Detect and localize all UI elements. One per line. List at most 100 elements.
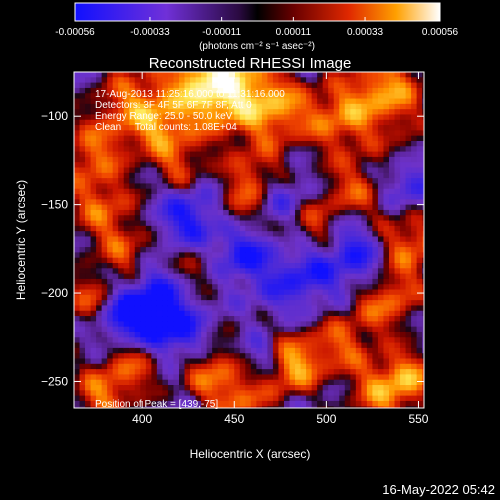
heatmap-cell xyxy=(284,363,291,370)
heatmap-cell xyxy=(267,236,274,243)
heatmap-cell xyxy=(272,178,280,185)
heatmap-cell xyxy=(96,119,103,126)
heatmap-cell xyxy=(317,406,324,408)
heatmap-cell xyxy=(256,162,263,169)
heatmap-cell xyxy=(361,82,368,89)
heatmap-cell xyxy=(101,77,108,84)
heatmap-cell xyxy=(306,358,313,365)
heatmap-cell xyxy=(322,241,329,248)
heatmap-cell xyxy=(179,236,186,243)
heatmap-cell xyxy=(206,252,213,259)
heatmap-cell xyxy=(195,262,202,269)
heatmap-cell xyxy=(184,140,191,147)
heatmap-cell xyxy=(234,400,241,407)
heatmap-cell xyxy=(317,98,324,105)
heatmap-cell xyxy=(416,395,423,402)
heatmap-cell xyxy=(350,326,357,333)
heatmap-cell xyxy=(101,337,108,344)
heatmap-cell xyxy=(256,331,263,338)
heatmap-cell xyxy=(344,215,351,222)
heatmap-cell xyxy=(85,268,92,275)
heatmap-cell xyxy=(405,406,412,408)
heatmap-cell xyxy=(156,406,164,408)
heatmap-cell xyxy=(74,72,81,78)
heatmap-cell xyxy=(134,347,141,354)
heatmap-cell xyxy=(245,374,252,381)
heatmap-cell xyxy=(123,98,130,105)
heatmap-cell xyxy=(250,77,257,84)
heatmap-cell xyxy=(140,241,147,248)
heatmap-cells xyxy=(74,72,424,408)
heatmap-cell xyxy=(96,215,103,222)
heatmap-cell xyxy=(284,369,291,375)
heatmap-cell xyxy=(372,167,379,174)
heatmap-cell xyxy=(162,156,169,163)
heatmap-cell xyxy=(74,225,81,232)
heatmap-cell xyxy=(416,236,423,243)
heatmap-cell xyxy=(272,236,280,243)
heatmap-cell xyxy=(339,257,346,264)
heatmap-cell xyxy=(179,72,186,78)
heatmap-cell xyxy=(300,114,307,121)
heatmap-cell xyxy=(234,342,241,349)
heatmap-cell xyxy=(85,209,92,216)
heatmap-cell xyxy=(383,77,390,84)
heatmap-cell xyxy=(239,220,246,227)
heatmap-cell xyxy=(311,188,318,195)
heatmap-cell xyxy=(355,220,362,227)
heatmap-cell xyxy=(339,316,346,322)
heatmap-cell xyxy=(85,172,92,179)
heatmap-cell xyxy=(300,146,307,153)
heatmap-cell xyxy=(85,331,92,338)
heatmap-cell xyxy=(361,406,368,408)
heatmap-cell xyxy=(372,194,379,200)
heatmap-cell xyxy=(295,199,302,206)
heatmap-cell xyxy=(151,183,158,190)
heatmap-cell xyxy=(90,316,97,322)
heatmap-cell xyxy=(284,342,291,349)
heatmap-cell xyxy=(289,151,296,158)
heatmap-cell xyxy=(118,109,125,116)
heatmap-cell xyxy=(223,220,230,227)
heatmap-cell xyxy=(416,310,423,317)
heatmap-cell xyxy=(234,294,241,301)
heatmap-cell xyxy=(212,220,219,227)
heatmap-cell xyxy=(156,278,164,285)
heatmap-cell xyxy=(272,331,280,338)
heatmap-cell xyxy=(400,146,407,153)
heatmap-cell xyxy=(140,321,147,328)
heatmap-cell xyxy=(156,93,164,100)
heatmap-cell xyxy=(366,103,374,110)
heatmap-cell xyxy=(284,204,291,211)
heatmap-cell xyxy=(422,140,424,147)
heatmap-cell xyxy=(372,326,379,333)
heatmap-cell xyxy=(201,236,208,243)
heatmap-cell xyxy=(112,369,119,375)
heatmap-cell xyxy=(173,87,180,94)
heatmap-cell xyxy=(394,135,401,142)
heatmap-cell xyxy=(162,130,169,137)
heatmap-cell xyxy=(212,305,219,312)
heatmap-cell xyxy=(389,353,396,360)
heatmap-cell xyxy=(339,300,346,307)
heatmap-cell xyxy=(101,93,108,100)
heatmap-cell xyxy=(383,331,390,338)
heatmap-cell xyxy=(145,156,152,163)
heatmap-cell xyxy=(167,87,175,94)
heatmap-cell xyxy=(328,194,335,200)
heatmap-cell xyxy=(377,77,385,84)
heatmap-cell xyxy=(145,353,152,360)
heatmap-cell xyxy=(162,82,169,89)
heatmap-cell xyxy=(101,146,108,153)
heatmap-cell xyxy=(201,289,208,296)
heatmap-cell xyxy=(355,93,362,100)
heatmap-cell xyxy=(261,284,269,291)
heatmap-cell xyxy=(416,130,423,137)
heatmap-cell xyxy=(400,172,407,179)
heatmap-cell xyxy=(366,204,374,211)
heatmap-cell xyxy=(129,172,136,179)
heatmap-cell xyxy=(389,374,396,381)
heatmap-cell xyxy=(118,321,125,328)
heatmap-cell xyxy=(361,231,368,238)
heatmap-cell xyxy=(190,369,197,375)
